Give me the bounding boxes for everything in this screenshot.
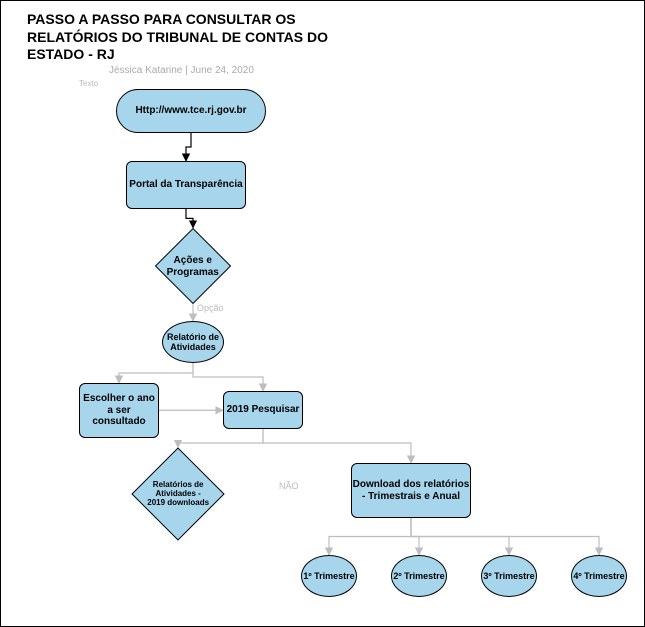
edge-label: Opção — [197, 303, 224, 313]
node-t4: 4º Trimestre — [571, 555, 627, 597]
node-down: Relatórios de Atividades - 2019 download… — [131, 447, 224, 540]
node-t2: 2º Trimestre — [391, 555, 447, 597]
diagram-frame: PASSO A PASSO PARA CONSULTAR OS RELATÓRI… — [0, 0, 645, 627]
node-t1: 1º Trimestre — [301, 555, 357, 597]
node-2019: 2019 Pesquisar — [223, 391, 303, 429]
node-t3: 3º Trimestre — [481, 555, 537, 597]
node-relat: Relatório de Atividades — [162, 321, 224, 363]
edge-label: NÃO — [279, 481, 299, 491]
annotation-label: Texto — [79, 79, 98, 88]
page-title: PASSO A PASSO PARA CONSULTAR OS RELATÓRI… — [27, 11, 367, 64]
node-portal: Portal da Transparência — [126, 161, 246, 209]
edge-layer — [1, 1, 645, 627]
node-esc: Escolher o ano a ser consultado — [79, 383, 159, 438]
byline: Jéssica Katarine | June 24, 2020 — [109, 65, 254, 76]
node-start: Http://www.tce.rj.gov.br — [116, 89, 266, 133]
node-acoes: Ações e Programas — [155, 228, 231, 304]
node-dl: Download dos relatórios - Trimestrais e … — [351, 463, 471, 518]
